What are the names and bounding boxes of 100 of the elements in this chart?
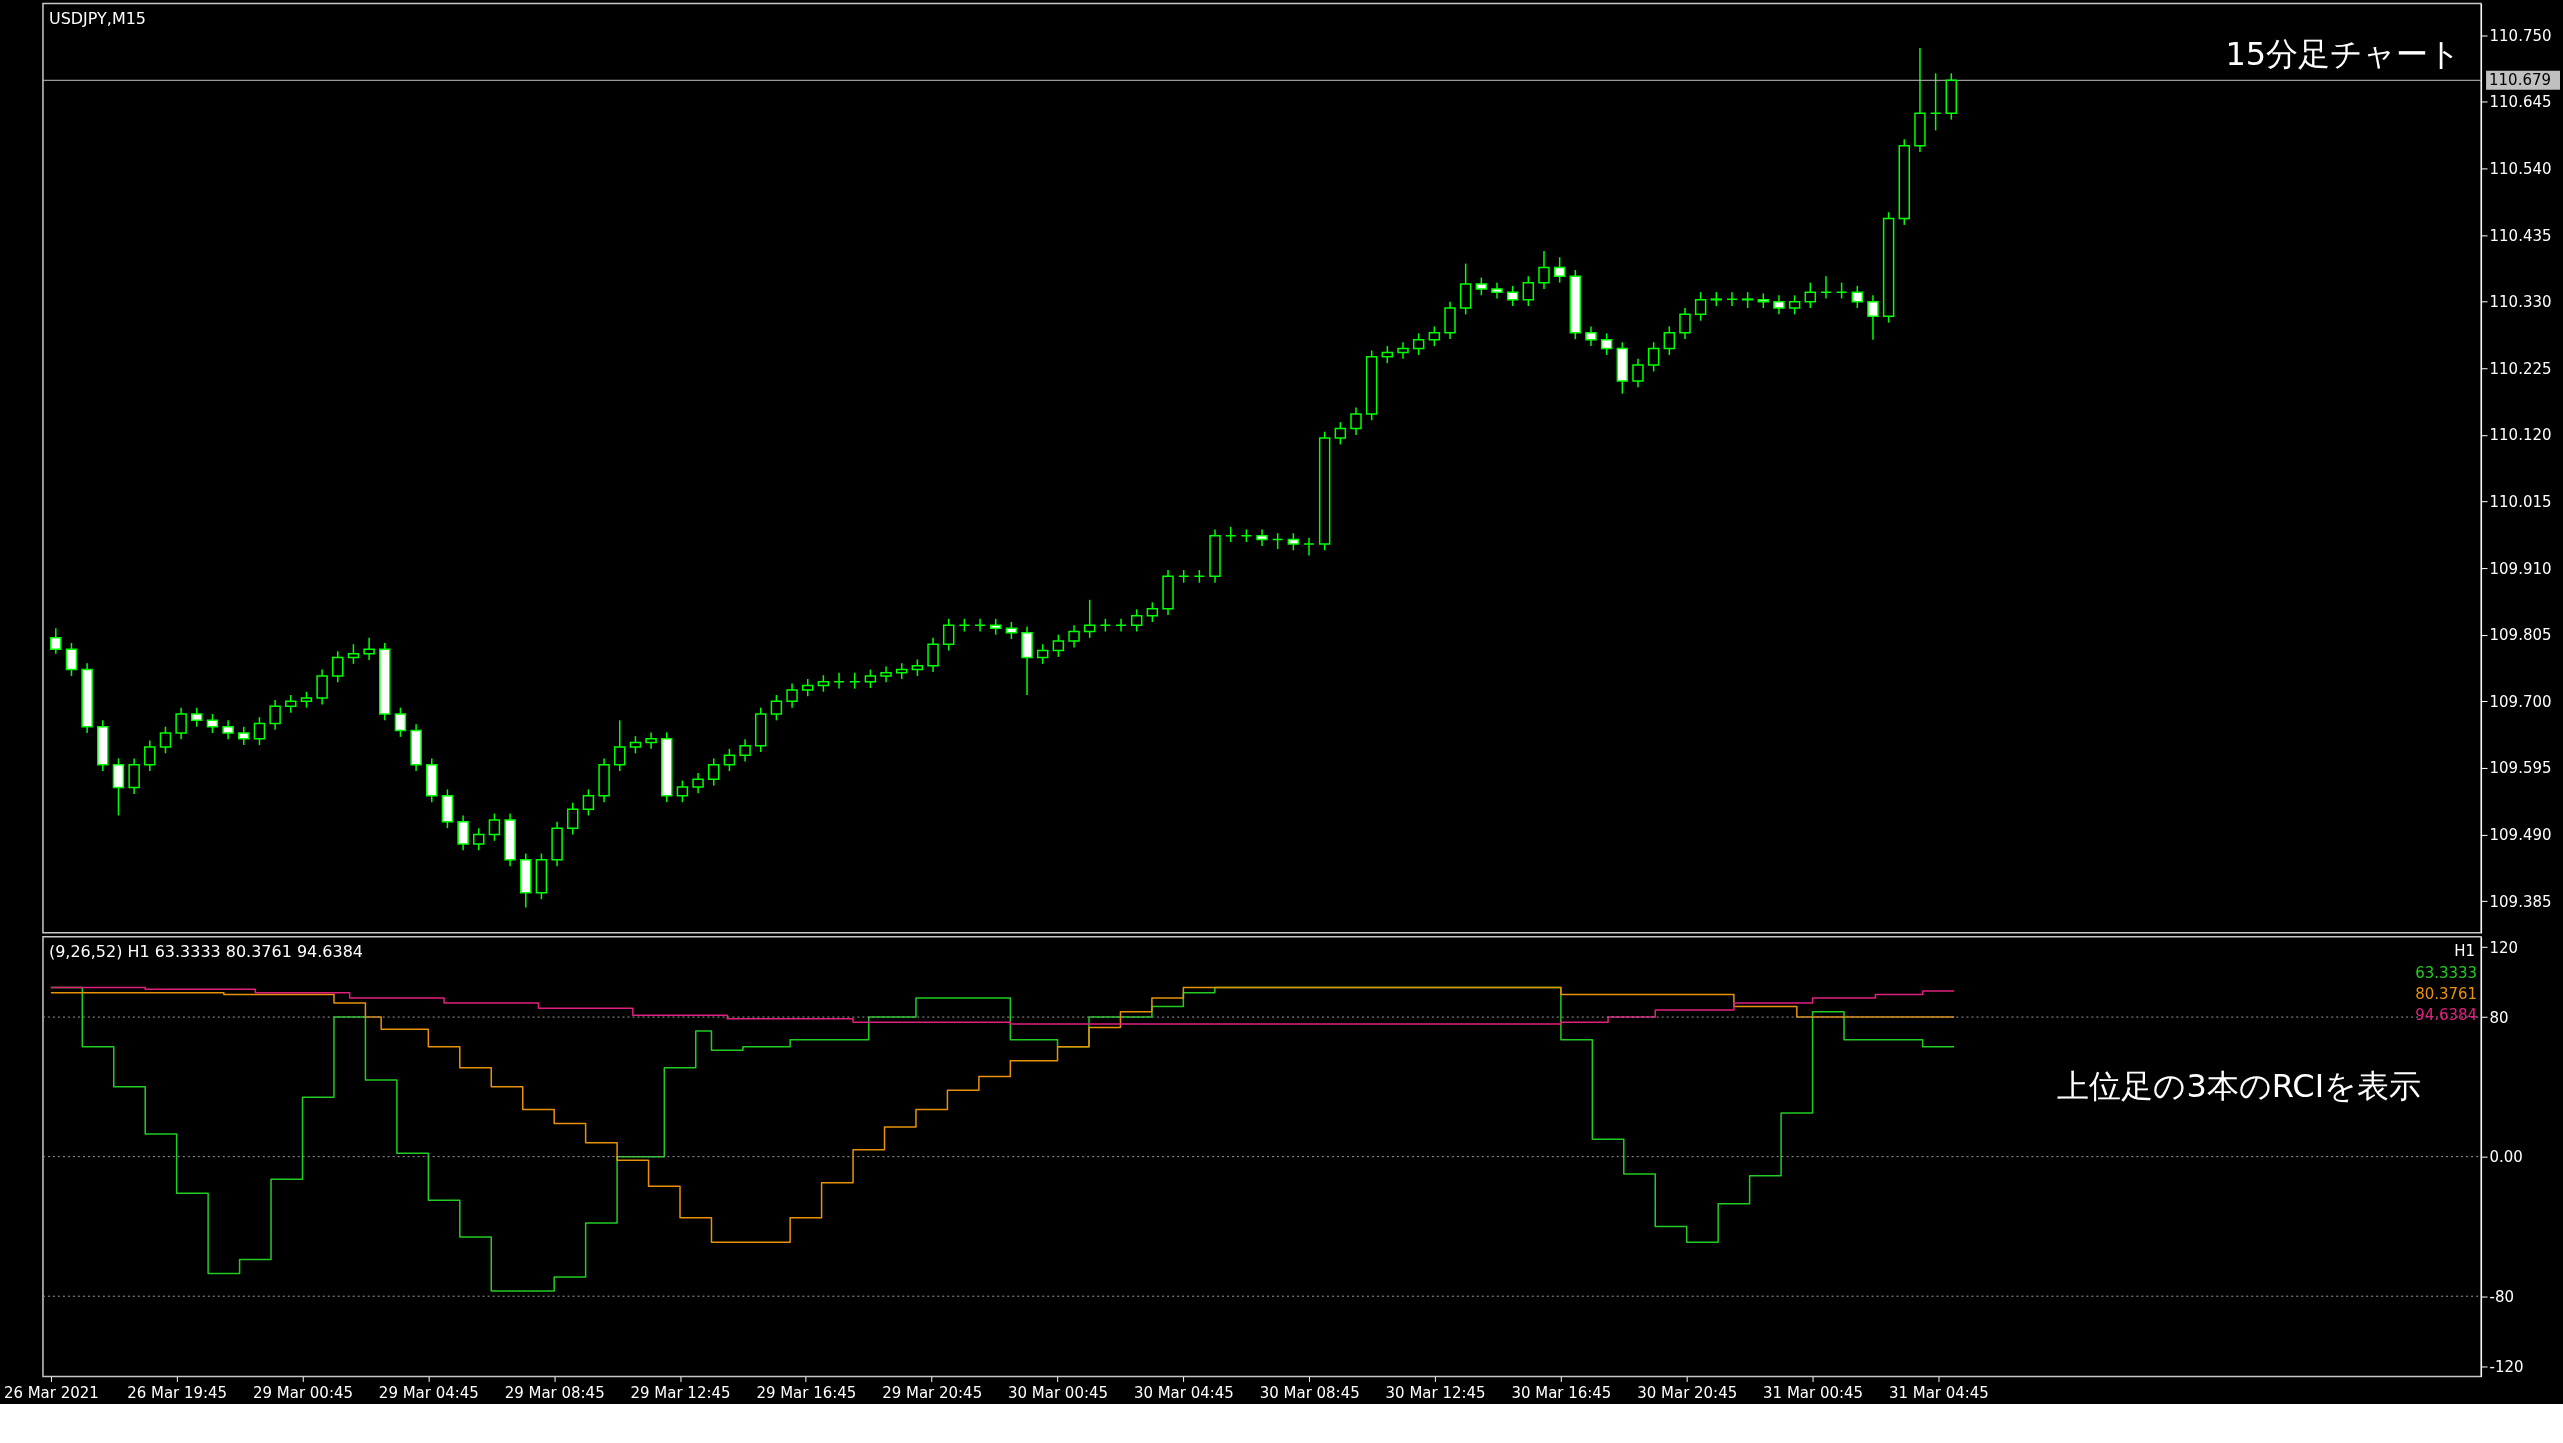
candlestick xyxy=(159,725,172,755)
candlestick xyxy=(942,618,955,652)
candlestick xyxy=(1679,307,1691,340)
x-tick-label: 29 Mar 20:45 xyxy=(882,1383,983,1402)
candlestick xyxy=(50,627,62,655)
y-tick-label: 80 xyxy=(2489,1008,2509,1027)
candlestick xyxy=(1068,624,1080,649)
candlestick xyxy=(1585,325,1597,347)
x-tick-label: 26 Mar 2021 xyxy=(3,1383,99,1402)
candlestick xyxy=(1036,643,1049,665)
y-tick-label: 110.225 xyxy=(2489,359,2552,378)
y-tick-label: 109.805 xyxy=(2489,626,2552,645)
candlestick xyxy=(1726,291,1738,307)
x-tick-label: 29 Mar 00:45 xyxy=(253,1383,353,1402)
candlestick xyxy=(457,814,469,852)
text: 63.3333 xyxy=(2415,963,2478,982)
candlestick xyxy=(1412,332,1425,356)
x-tick-label: 30 Mar 08:45 xyxy=(1259,1383,1360,1402)
y-tick-label: 109.595 xyxy=(2489,759,2552,778)
annotation: 15分足チャート xyxy=(2225,35,2462,74)
candlestick xyxy=(723,748,736,772)
candlestick xyxy=(567,802,579,836)
x-tick-label: 29 Mar 12:45 xyxy=(630,1383,731,1402)
y-tick-label: 110.750 xyxy=(2489,26,2552,45)
x-tick-label: 29 Mar 04:45 xyxy=(378,1383,479,1402)
candlestick xyxy=(1052,633,1065,658)
text: 94.6384 xyxy=(2415,1005,2478,1024)
candlestick xyxy=(394,706,407,738)
candlestick xyxy=(1600,332,1613,356)
candlestick xyxy=(786,682,798,709)
x-tick-label: 30 Mar 16:45 xyxy=(1511,1383,1612,1402)
candlestick xyxy=(614,719,626,772)
x-tick-label: 30 Mar 04:45 xyxy=(1133,1383,1234,1402)
y-tick-label: 110.435 xyxy=(2489,226,2552,245)
candlestick xyxy=(473,827,485,852)
candlestick xyxy=(1820,275,1832,300)
y-tick-label: 110.645 xyxy=(2489,93,2552,112)
candlestick xyxy=(144,739,156,772)
candlestick xyxy=(707,757,720,787)
y-tick-label: 110.120 xyxy=(2489,426,2552,445)
x-tick-label: 29 Mar 08:45 xyxy=(504,1383,605,1402)
candlestick xyxy=(1146,601,1159,623)
x-tick-label: 26 Mar 19:45 xyxy=(127,1383,228,1402)
candlestick xyxy=(1083,599,1096,639)
candlestick xyxy=(880,665,892,684)
chart-title: (9,26,52) H1 63.3333 80.3761 94.6384 xyxy=(48,941,363,961)
candlestick xyxy=(1929,72,1942,132)
x-tick-label: 31 Mar 04:45 xyxy=(1888,1383,1989,1402)
text: 80.3761 xyxy=(2415,984,2478,1003)
candlestick xyxy=(1773,294,1785,316)
y-tick-label: 109.385 xyxy=(2489,892,2552,911)
y-tick-label: 110.330 xyxy=(2489,293,2552,312)
candlestick xyxy=(191,706,203,728)
candlestick xyxy=(1867,294,1879,341)
candlestick xyxy=(1632,358,1644,389)
candlestick xyxy=(1334,421,1347,446)
candlestick xyxy=(175,706,187,741)
candlestick xyxy=(974,618,986,633)
candlestick xyxy=(1397,341,1409,360)
candlestick xyxy=(739,738,751,763)
candlestick xyxy=(222,719,234,741)
candlestick xyxy=(582,788,595,817)
x-tick-label: 31 Mar 00:45 xyxy=(1763,1383,1864,1402)
x-tick-label: 30 Mar 12:45 xyxy=(1385,1383,1486,1402)
candlestick xyxy=(1130,608,1143,633)
candlestick xyxy=(269,699,281,731)
candlestick xyxy=(1350,406,1362,436)
candlestick xyxy=(833,672,845,690)
annotation: 上位足の3本のRCIを表示 xyxy=(2057,1066,2422,1105)
candlestick xyxy=(316,668,328,706)
candlestick xyxy=(253,716,266,746)
candlestick xyxy=(1256,528,1268,547)
y-tick-label: 0.00 xyxy=(2489,1148,2523,1167)
y-tick-label: 109.490 xyxy=(2489,826,2552,844)
candlestick xyxy=(65,642,78,677)
candlestick xyxy=(238,725,250,746)
candlestick xyxy=(1522,275,1535,307)
candlestick xyxy=(1491,281,1503,300)
candlestick xyxy=(1804,281,1817,309)
candlestick xyxy=(128,757,140,795)
candlestick xyxy=(1851,285,1864,309)
y-tick-label: -80 xyxy=(2489,1287,2515,1306)
candlestick xyxy=(1663,325,1676,356)
chart-title: USDJPY,M15 xyxy=(48,8,147,28)
y-tick-label: 110.015 xyxy=(2489,492,2552,511)
x-tick-label: 29 Mar 16:45 xyxy=(756,1383,857,1402)
candlestick xyxy=(1303,536,1315,557)
ref-line-label: 110.679 xyxy=(2489,71,2551,90)
candlestick xyxy=(770,694,783,722)
candlestick xyxy=(645,731,657,750)
candlestick xyxy=(1788,294,1801,316)
y-tick-label: 110.540 xyxy=(2489,159,2552,178)
candlestick xyxy=(1694,291,1707,322)
candlestick xyxy=(488,812,501,842)
y-tick-label: 109.700 xyxy=(2489,692,2552,711)
candlestick xyxy=(927,637,939,673)
annotation: H1 xyxy=(2454,941,2476,960)
y-tick-label: 120 xyxy=(2489,938,2519,957)
candlestick xyxy=(1538,250,1550,290)
y-tick-label: 109.910 xyxy=(2489,559,2552,578)
